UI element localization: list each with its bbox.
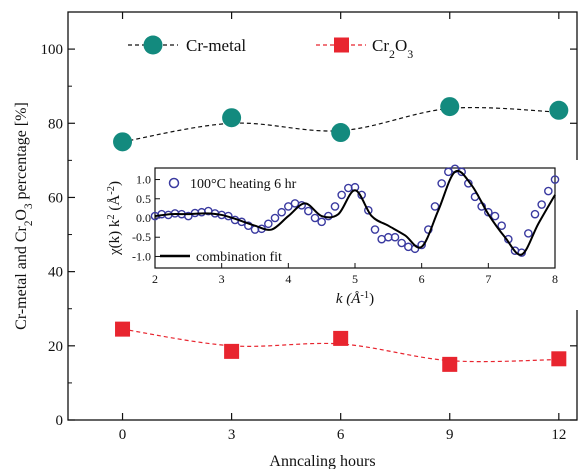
inset-data-point: [550, 175, 560, 184]
inset-data-point: [444, 167, 453, 177]
y-tick-label: 0: [56, 413, 64, 429]
inset-data-point: [537, 200, 546, 209]
inset-data-point: [524, 229, 533, 238]
label-part: (Å: [107, 195, 123, 215]
x-tick-label: 0: [119, 427, 127, 443]
y-tick-label: 100: [41, 42, 64, 58]
inset-data-point: [297, 201, 306, 210]
inset-x-tick-label: 6: [419, 272, 425, 286]
cr-metal-point: [331, 123, 351, 143]
x-axis-label: Anncaling hours: [269, 453, 375, 469]
inset-data-point: [370, 225, 380, 234]
inset-data-point: [317, 217, 326, 227]
x-tick-label: 12: [551, 427, 566, 443]
inset-data-point: [184, 211, 193, 221]
inset-data-point: [497, 221, 506, 230]
inset-data-point: [310, 213, 320, 223]
inset-data-point: [284, 202, 293, 211]
inset-x-tick-label: 5: [352, 272, 358, 286]
inset-legend-label-fit: combination fit: [196, 250, 282, 265]
cr2o3-point: [551, 351, 567, 367]
label-part: -2: [106, 186, 117, 195]
label-part: 2: [106, 214, 117, 219]
inset-data-point: [517, 248, 526, 257]
inset-x-tick-label: 7: [485, 272, 491, 286]
label-part: Cr: [372, 36, 389, 55]
cr2o3-point: [115, 321, 131, 337]
inset-plot: 2 3 4 5 6 7 8-1.0-0.50.00.51.0k (Å-1)χ(k) k2 (…: [106, 160, 578, 310]
label-part: O: [13, 209, 30, 221]
inset-data-point: [390, 232, 400, 242]
inset-data-point: [490, 211, 500, 221]
label-part: 2: [23, 221, 35, 227]
inset-y-tick-label: -1.0: [132, 249, 151, 263]
inset-data-point: [417, 240, 426, 250]
inset-fit-line: [154, 169, 556, 256]
inset-data-point: [437, 179, 446, 188]
inset-x-tick-label: 8: [552, 272, 558, 286]
inset-data-point: [430, 202, 440, 211]
label-part: ): [107, 181, 123, 186]
cr-metal-point: [549, 100, 569, 120]
main-plot: 0 3 6 9 12 0 20 40 60 80 100 Anncaling hours Cr-meta…: [13, 11, 578, 469]
legend-label-cr-metal: Cr-metal: [186, 36, 246, 55]
label-part: 3: [23, 203, 35, 209]
inset-data-point: [364, 206, 373, 215]
y-axis-label: Cr-metal and Cr2O3 percentage [%]: [13, 102, 35, 330]
legend-label-cr2o3: Cr2O3: [372, 36, 413, 61]
inset-y-tick-label: 0.5: [136, 192, 151, 206]
inset-x-axis-label: k (Å-1): [336, 290, 374, 308]
legend-marker-cr2o3: [334, 37, 349, 53]
y-tick-label: 60: [48, 190, 63, 206]
label-part: percentage [%]: [13, 102, 30, 203]
inset-legend-label-data: 100°C heating 6 hr: [190, 177, 297, 192]
inset-x-tick-label: 2: [152, 272, 158, 286]
inset-y-axis-label: χ(k) k2 (Å-2): [106, 181, 124, 256]
label-part: χ(k) k: [107, 219, 123, 256]
inset-data-point: [544, 186, 553, 196]
inset-data-point: [270, 213, 280, 223]
label-part: Cr-metal: [186, 36, 246, 55]
cr2o3-point: [442, 356, 458, 372]
inset-data-point: [337, 190, 346, 200]
inset-y-tick-label: 1.0: [136, 173, 151, 187]
label-part: k (Å: [336, 291, 361, 307]
inset-y-tick-label: -0.5: [132, 230, 151, 244]
inset-x-tick-label: 3: [219, 272, 225, 286]
label-part: ): [369, 291, 374, 307]
cr-metal-point: [113, 132, 133, 152]
inset-data-point: [330, 202, 340, 211]
label-part: -1: [360, 290, 369, 301]
inset-background: [106, 160, 578, 310]
y-tick-label: 40: [48, 265, 63, 281]
label-part: Cr-metal and Cr: [13, 226, 30, 330]
cr-metal-point: [222, 108, 242, 128]
cr2o3-point: [224, 343, 240, 359]
inset-data-point: [397, 238, 406, 248]
x-tick-label: 9: [446, 427, 454, 443]
inset-data-point: [277, 207, 286, 217]
cr-metal-point: [440, 97, 460, 117]
inset-data-point: [530, 209, 540, 219]
y-tick-label: 80: [48, 116, 63, 132]
inset-legend-marker-data: [168, 177, 180, 189]
y-tick-label: 20: [48, 339, 63, 355]
inset-data-point: [304, 206, 313, 216]
inset-x-tick-label: 4: [285, 272, 291, 286]
inset-data-point: [264, 219, 273, 229]
x-tick-label: 6: [337, 427, 345, 443]
x-tick-label: 3: [228, 427, 236, 443]
inset-y-tick-label: 0.0: [136, 211, 151, 225]
label-part: O: [395, 36, 407, 55]
legend-marker-cr-metal: [143, 35, 163, 55]
cr2o3-point: [333, 330, 349, 346]
label-part: 2: [389, 47, 395, 61]
label-part: 3: [407, 47, 413, 61]
